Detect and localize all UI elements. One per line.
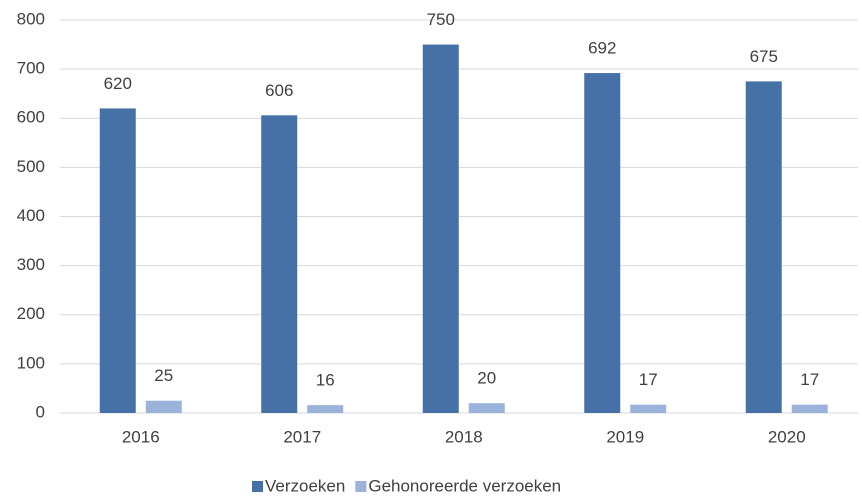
bar — [584, 73, 621, 414]
data-label: 606 — [265, 81, 293, 100]
y-tick-label: 400 — [17, 206, 45, 225]
y-tick-label: 300 — [17, 255, 45, 274]
data-label: 16 — [316, 371, 335, 390]
y-tick-label: 700 — [17, 59, 45, 78]
bar — [468, 403, 505, 413]
data-label: 17 — [800, 370, 819, 389]
y-tick-label: 500 — [17, 157, 45, 176]
data-label: 750 — [427, 10, 455, 29]
x-tick-label: 2019 — [606, 427, 644, 446]
data-label: 692 — [588, 39, 616, 58]
y-tick-label: 800 — [17, 9, 45, 28]
legend-label: Gehonoreerde verzoeken — [368, 476, 561, 495]
data-label: 17 — [639, 370, 658, 389]
data-label: 20 — [477, 369, 496, 388]
x-tick-label: 2020 — [768, 427, 806, 446]
y-tick-label: 100 — [17, 353, 45, 372]
data-label: 675 — [750, 47, 778, 66]
data-label: 620 — [104, 74, 132, 93]
y-tick-label: 200 — [17, 304, 45, 323]
x-tick-label: 2017 — [283, 427, 321, 446]
legend-label: Verzoeken — [265, 476, 345, 495]
bar — [745, 81, 782, 413]
y-tick-label: 0 — [36, 402, 45, 421]
bar — [307, 405, 344, 413]
bar — [99, 108, 136, 414]
bar — [630, 404, 667, 413]
bar — [145, 400, 182, 413]
bar — [791, 404, 828, 413]
data-label: 25 — [154, 366, 173, 385]
legend-swatch — [355, 481, 367, 492]
bar — [261, 115, 298, 414]
legend-swatch — [252, 481, 263, 492]
x-tick-label: 2016 — [122, 427, 160, 446]
x-tick-label: 2018 — [445, 427, 483, 446]
bar — [422, 44, 459, 413]
y-tick-label: 600 — [17, 108, 45, 127]
